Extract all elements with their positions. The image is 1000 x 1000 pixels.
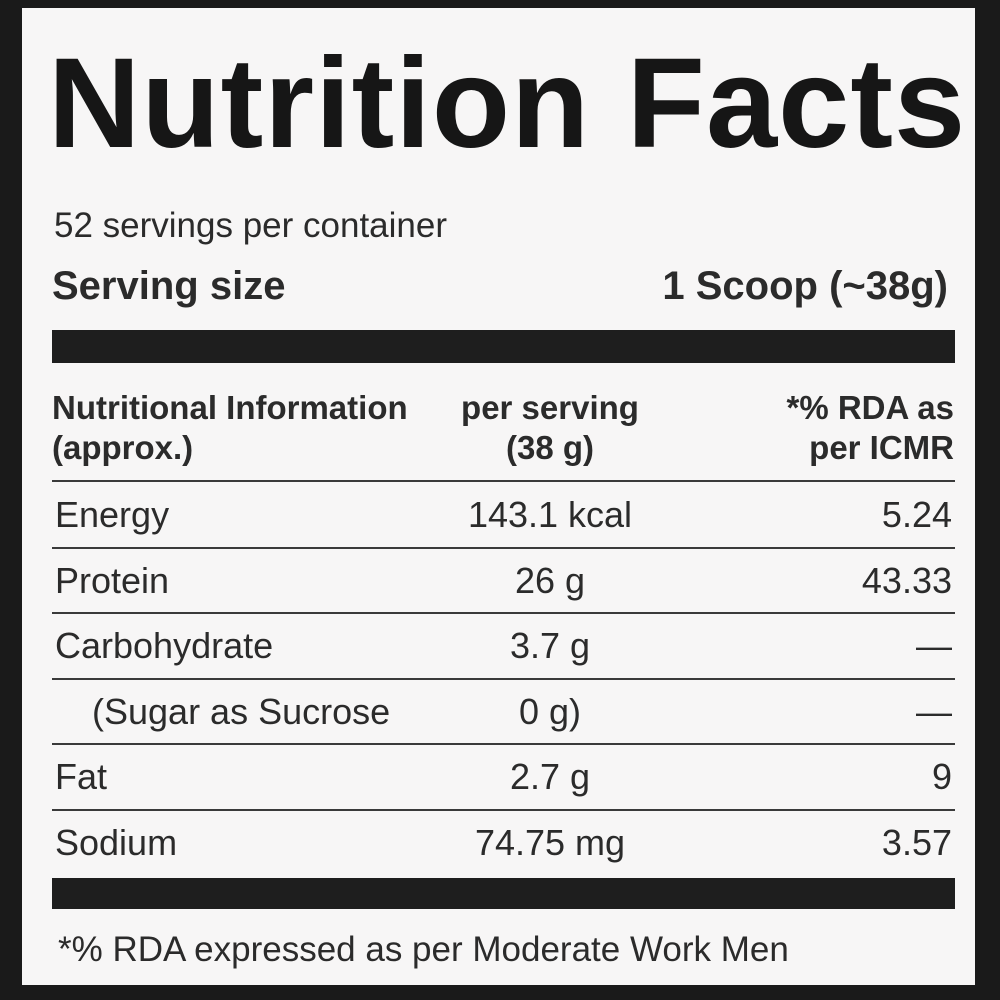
nutrient: Sodium xyxy=(55,821,178,863)
per-serving: 143.1 kcal xyxy=(467,494,633,535)
column-header: per serving (38 g) xyxy=(461,389,639,466)
rda: 9 xyxy=(931,756,952,797)
serving-size-label: Serving size xyxy=(52,264,286,308)
footnote: *% RDA expressed as per Moderate Work Me… xyxy=(58,930,789,969)
row-rule xyxy=(52,677,955,680)
nutrient: Energy xyxy=(55,494,170,535)
rda: 3.57 xyxy=(881,821,952,863)
label-panel xyxy=(22,8,975,985)
nutrient: Protein xyxy=(55,559,170,601)
rda: 5.24 xyxy=(881,494,952,535)
column-header: Nutritional Information (approx.) xyxy=(52,389,408,466)
per-serving: 26 g xyxy=(514,559,586,601)
per-serving: 2.7 g xyxy=(509,756,591,797)
row-rule xyxy=(52,480,955,482)
row-rule xyxy=(52,808,955,811)
column-header: *% RDA as per ICMR xyxy=(786,389,955,466)
nutrient: Fat xyxy=(55,756,108,797)
per-serving: 74.75 mg xyxy=(474,821,626,863)
row-rule xyxy=(52,546,955,549)
per-serving: 3.7 g xyxy=(509,625,591,666)
rda: — xyxy=(916,690,952,732)
thick-bar xyxy=(52,878,955,909)
servings: 52 servings per container xyxy=(54,206,447,245)
rda: — xyxy=(916,625,952,666)
title: Nutrition Facts xyxy=(48,32,967,175)
rda: 43.33 xyxy=(861,559,952,601)
serving-size-value: 1 Scoop (~38g) xyxy=(662,264,948,308)
per-serving: 0 g) xyxy=(518,690,582,732)
row-rule xyxy=(52,612,955,614)
thick-bar xyxy=(52,330,955,363)
nutrient: Carbohydrate xyxy=(55,625,274,666)
nutrient: (Sugar as Sucrose xyxy=(92,690,391,732)
row-rule xyxy=(52,743,955,745)
